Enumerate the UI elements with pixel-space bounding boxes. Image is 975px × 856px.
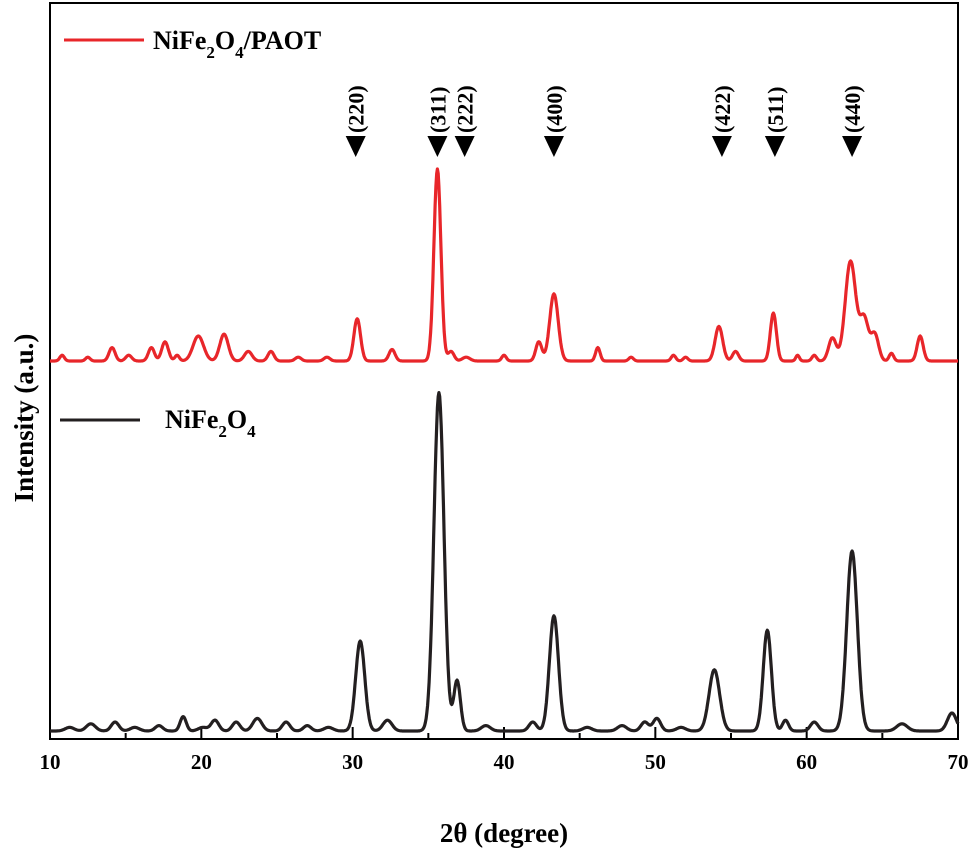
peak-label: (311) — [425, 87, 450, 133]
x-tick-label-60: 60 — [796, 750, 817, 774]
series-layer — [49, 167, 960, 733]
legend-red-label: NiFe2O4/PAOT — [153, 26, 321, 62]
y-axis-title: Intensity (a.u.) — [9, 334, 39, 503]
peak-marker-icon — [711, 136, 732, 157]
legend-red: NiFe2O4/PAOT — [64, 26, 321, 62]
peak-label: (400) — [542, 85, 567, 133]
peak-annotation: (440) — [840, 85, 865, 157]
series-line-nife2o4 — [49, 391, 960, 733]
peak-marker-icon — [543, 136, 564, 157]
peak-label: (220) — [344, 85, 369, 133]
x-axis-title: 2θ (degree) — [440, 818, 568, 848]
x-tick-label-10: 10 — [40, 750, 61, 774]
x-tick-label-40: 40 — [494, 750, 515, 774]
peak-annotation: (222) — [453, 85, 478, 157]
peak-marker-icon — [764, 136, 785, 157]
x-axis: 10 20 30 40 50 60 70 — [40, 727, 969, 774]
x-tick-label-50: 50 — [645, 750, 666, 774]
peak-label: (511) — [763, 87, 788, 133]
peak-marker-icon — [454, 136, 475, 157]
peak-label: (440) — [840, 85, 865, 133]
peak-annotation: (422) — [710, 85, 735, 157]
x-tick-label-20: 20 — [191, 750, 212, 774]
peak-label: (422) — [710, 85, 735, 133]
x-tick-label-70: 70 — [948, 750, 969, 774]
peak-annotation: (311) — [425, 87, 450, 157]
peak-marker-icon — [427, 136, 448, 157]
series-line-nife2o4-paot — [49, 167, 959, 363]
legend-black: NiFe2O4 — [60, 405, 256, 441]
peak-marker-icon — [842, 136, 863, 157]
peak-annotations: (220) (311) (222) (400) (422) (511) (440) — [344, 85, 865, 157]
legend-black-label: NiFe2O4 — [165, 405, 256, 441]
peak-annotation: (400) — [542, 85, 567, 157]
plot-frame — [49, 2, 959, 740]
peak-annotation: (220) — [344, 85, 369, 157]
peak-marker-icon — [345, 136, 366, 157]
x-tick-label-30: 30 — [342, 750, 363, 774]
peak-annotation: (511) — [763, 87, 788, 157]
peak-label: (222) — [453, 85, 478, 133]
